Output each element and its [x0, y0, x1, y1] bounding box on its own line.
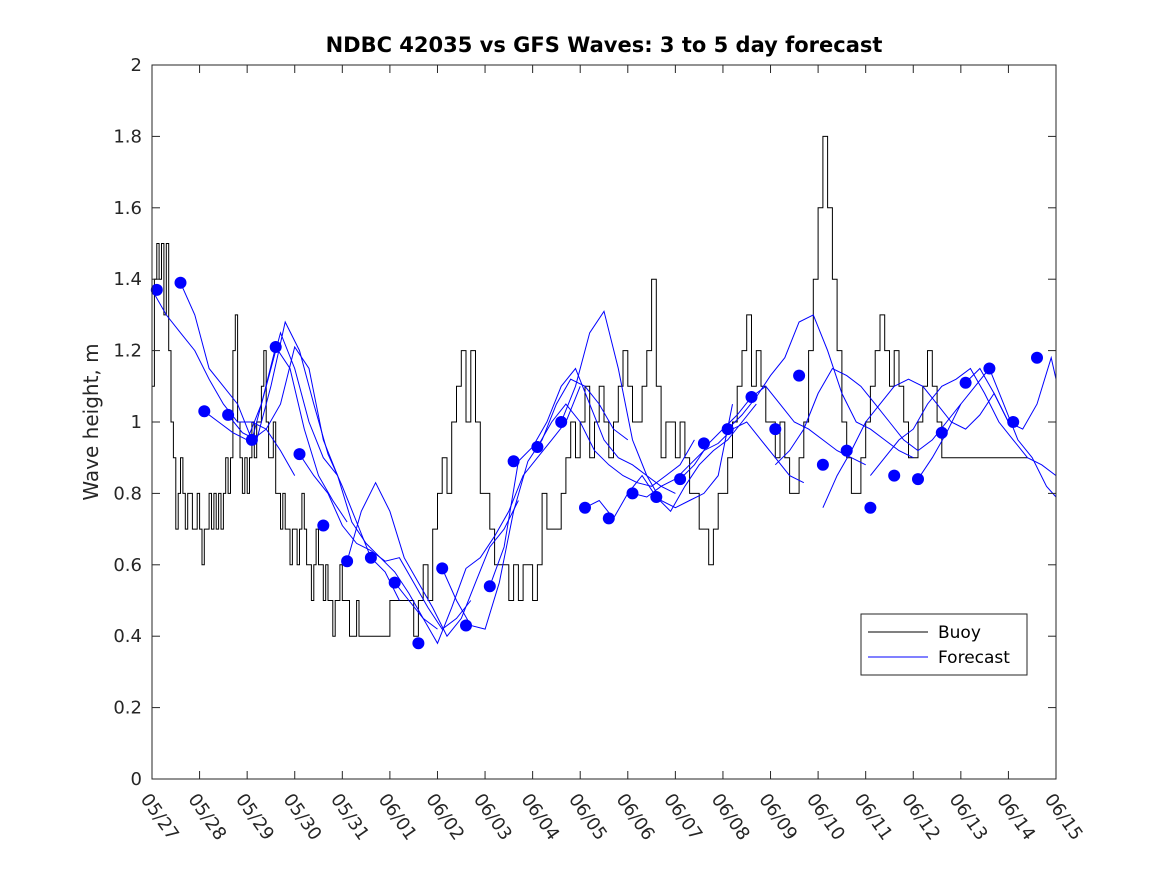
forecast-marker [816, 458, 829, 471]
series-layer [150, 135, 1057, 650]
forecast-marker [555, 416, 568, 428]
forecast-marker [412, 637, 425, 650]
y-tick-label: 1 [131, 412, 142, 433]
series-forecast-line-4 [251, 345, 438, 630]
y-tick-label: 0.8 [113, 483, 142, 504]
forecast-marker [579, 501, 591, 514]
forecast-marker [935, 426, 948, 439]
forecast-marker [531, 441, 544, 453]
forecast-marker [388, 576, 401, 589]
y-tick-label: 2 [131, 55, 142, 76]
forecast-marker [769, 423, 782, 436]
forecast-marker [483, 580, 496, 593]
forecast-marker [674, 473, 687, 486]
y-tick-label: 1.8 [113, 126, 142, 147]
series-forecast-line-6 [346, 481, 519, 638]
forecast-marker [317, 519, 330, 532]
series-forecast-line-15 [727, 314, 914, 459]
series-buoy-line [152, 135, 1028, 637]
forecast-marker [245, 433, 258, 446]
y-tick-label: 0.2 [113, 698, 142, 719]
series-forecast-line-10 [536, 403, 695, 487]
forecast-marker [626, 487, 639, 500]
legend-box [860, 613, 1028, 676]
series-forecast-line-9 [489, 367, 676, 587]
forecast-marker [840, 444, 853, 457]
series-forecast-line-5 [299, 453, 472, 630]
forecast-marker [1031, 351, 1043, 364]
series-forecast-line-16 [774, 367, 962, 466]
forecast-marker [341, 555, 354, 568]
forecast-marker [460, 619, 472, 632]
forecast-marker [912, 473, 924, 486]
forecast-marker [793, 369, 806, 382]
y-tick-label: 1.2 [113, 341, 142, 362]
series-forecast-line-18 [870, 367, 1057, 476]
forecast-marker [959, 376, 972, 389]
y-tick-label: 0.6 [113, 555, 142, 576]
series-forecast-line-1 [180, 282, 338, 476]
series-forecast-line-17 [822, 378, 1009, 508]
forecast-marker [174, 276, 187, 289]
forecast-marker [1007, 416, 1020, 428]
forecast-marker [436, 562, 449, 575]
forecast-marker [983, 362, 996, 375]
forecast-marker [888, 469, 901, 482]
legend: Buoy Forecast [860, 613, 1028, 676]
chart-title: NDBC 42035 vs GFS Waves: 3 to 5 day fore… [326, 33, 883, 57]
y-tick-label: 1.6 [113, 198, 142, 219]
y-axis-label: Wave height, m [79, 343, 103, 500]
forecast-marker [198, 405, 211, 418]
forecast-marker [293, 448, 306, 461]
series-forecast-line-14 [679, 385, 866, 480]
legend-label-buoy: Buoy [938, 623, 981, 643]
forecast-marker [697, 437, 710, 450]
forecast-marker [650, 491, 663, 503]
forecast-marker [864, 501, 877, 514]
series-forecast-line-13 [632, 421, 805, 498]
forecast-marker [507, 455, 520, 468]
series-forecast-line-11 [560, 310, 733, 509]
forecast-marker [364, 551, 377, 564]
series-forecast-line-0 [151, 289, 296, 476]
forecast-marker [269, 341, 282, 353]
forecast-marker [150, 283, 163, 296]
forecast-marker [745, 391, 758, 403]
series-forecast-line-7 [394, 386, 581, 645]
forecast-marker [721, 423, 734, 436]
forecast-marker [602, 512, 615, 525]
y-tick-label: 0 [131, 769, 142, 790]
y-tick-label: 1.4 [113, 269, 142, 290]
y-tick-label: 0.4 [113, 626, 142, 647]
forecast-marker [222, 408, 235, 421]
legend-label-forecast: Forecast [938, 648, 1010, 668]
